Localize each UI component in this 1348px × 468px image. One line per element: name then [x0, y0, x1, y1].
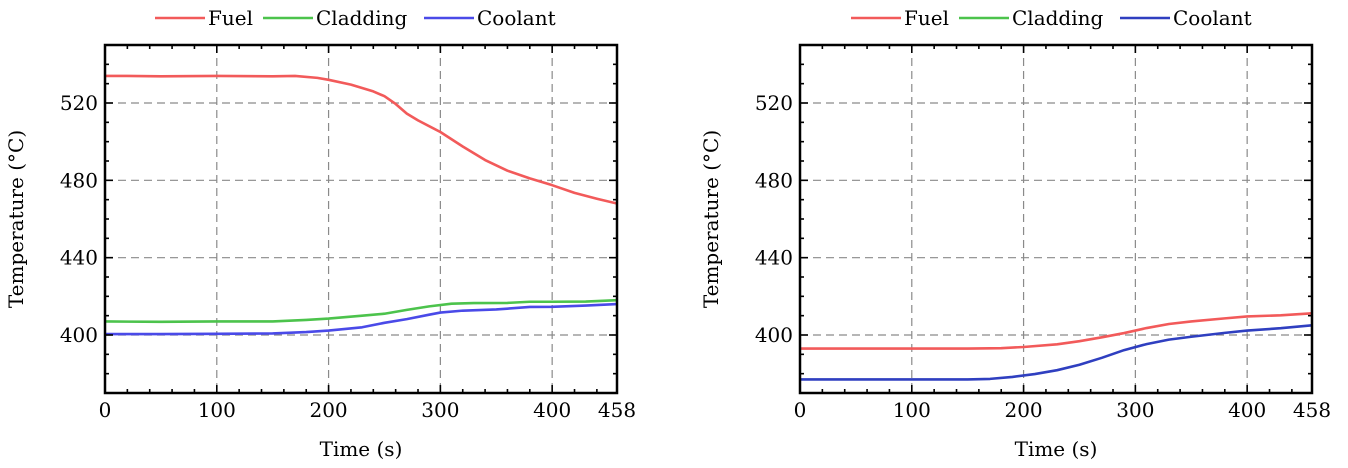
x-tick-label: 0	[794, 398, 807, 422]
y-axis-label: Temperature (°C)	[699, 130, 723, 308]
plot-frame	[103, 43, 619, 395]
x-tick-label: 100	[198, 398, 236, 422]
chart-panel-2: 0 100 200 300 400 458 400 440 480 520 Time (s) Temp…	[699, 6, 1331, 461]
x-tick-label: 200	[1004, 398, 1042, 422]
y-tick-label: 520	[60, 91, 98, 115]
y-tick-label: 480	[60, 168, 98, 192]
y-tick-label: 520	[755, 91, 793, 115]
legend-label-coolant: Coolant	[477, 6, 556, 30]
x-tick-label: 200	[309, 398, 347, 422]
y-tick-label: 400	[60, 323, 98, 347]
legend: Fuel Cladding Coolant	[155, 6, 556, 30]
legend-label-coolant: Coolant	[1173, 6, 1252, 30]
y-tick-label: 400	[755, 323, 793, 347]
legend-label-fuel: Fuel	[904, 6, 949, 30]
x-tick-label: 400	[1228, 398, 1266, 422]
legend-label-fuel: Fuel	[208, 6, 253, 30]
series-line-cladding	[105, 298, 617, 324]
x-tick-label: 458	[598, 398, 636, 422]
series-line-fuel	[105, 74, 617, 205]
x-tick-label: 100	[893, 398, 931, 422]
x-tick-label: 300	[1116, 398, 1154, 422]
x-tick-label: 300	[421, 398, 459, 422]
plot-frame	[798, 43, 1314, 395]
y-tick-label: 440	[60, 246, 98, 270]
chart-panel-1: 0 100 200 300 400 458 400 440 480 520 Time (s) Temp…	[4, 6, 636, 461]
series-line-coolant	[105, 302, 617, 336]
y-tick-label: 440	[755, 246, 793, 270]
x-axis-label: Time (s)	[1015, 437, 1098, 461]
series-line-coolant	[800, 324, 1312, 381]
legend-label-cladding: Cladding	[1012, 6, 1104, 30]
series-line-fuel	[800, 312, 1312, 350]
x-tick-label: 458	[1293, 398, 1331, 422]
x-tick-label: 400	[533, 398, 571, 422]
legend: Fuel Cladding Coolant	[851, 6, 1252, 30]
x-tick-label: 0	[99, 398, 112, 422]
legend-label-cladding: Cladding	[316, 6, 408, 30]
x-axis-label: Time (s)	[320, 437, 403, 461]
y-axis-label: Temperature (°C)	[4, 130, 28, 308]
y-tick-label: 480	[755, 168, 793, 192]
